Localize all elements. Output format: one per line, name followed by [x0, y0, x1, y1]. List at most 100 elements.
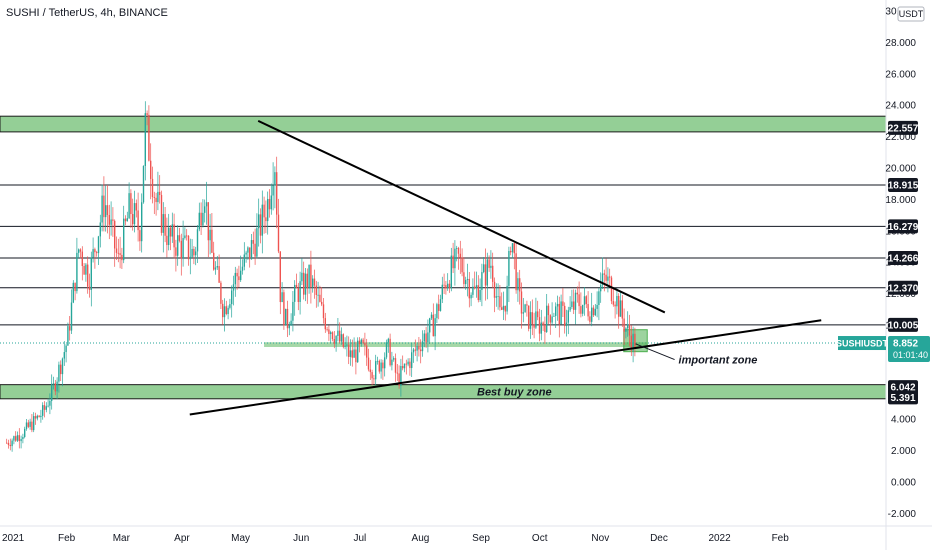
candle	[166, 235, 168, 246]
candle	[607, 276, 609, 281]
candle	[288, 325, 290, 329]
current-price-value: 8.852	[893, 339, 918, 350]
level-label-2: 14.266	[888, 254, 919, 265]
y-tick-label: 4.000	[891, 415, 916, 426]
candle	[355, 349, 357, 363]
y-tick-label: 24.000	[885, 101, 916, 112]
candle	[546, 305, 548, 332]
candle	[274, 172, 276, 186]
candle	[202, 212, 204, 226]
candle	[171, 224, 173, 237]
candle	[34, 416, 37, 419]
candle	[81, 251, 83, 266]
candle	[150, 160, 152, 179]
candle	[7, 442, 10, 445]
candle	[319, 294, 321, 302]
candle	[524, 304, 526, 313]
candle	[146, 113, 148, 115]
candle	[420, 349, 422, 352]
candle	[99, 222, 101, 237]
time-axis[interactable]: 2021 Feb Mar Apr May Jun Jul Aug Sep Oct Nov Dec 202…	[2, 533, 789, 544]
candle	[501, 307, 503, 310]
candle	[15, 436, 17, 441]
candle	[200, 212, 202, 226]
candle	[393, 358, 395, 360]
important-zone-pointer	[635, 343, 675, 361]
candle	[308, 264, 310, 289]
zone-buy-top-label: 6.042	[890, 383, 915, 394]
candle	[429, 318, 431, 333]
candle	[353, 349, 355, 358]
candle	[486, 259, 488, 286]
candle	[189, 256, 191, 260]
candle	[387, 338, 389, 343]
x-tick-label: Dec	[650, 533, 668, 544]
candle	[603, 273, 605, 275]
candle	[250, 240, 253, 260]
candle	[441, 284, 443, 300]
candle	[321, 301, 323, 305]
candle	[360, 339, 362, 344]
candle	[283, 292, 285, 326]
candle	[157, 191, 159, 203]
level-label-1: 16.279	[888, 222, 919, 233]
candle	[178, 235, 181, 241]
candle	[439, 299, 442, 311]
zone-top-label-bg	[888, 120, 918, 135]
candle	[551, 316, 553, 323]
chart-title: SUSHI / TetherUS, 4h, BINANCE	[6, 7, 168, 19]
candle	[492, 265, 494, 282]
candle	[384, 357, 386, 369]
candle	[130, 193, 132, 215]
candle	[461, 257, 463, 273]
candle	[394, 358, 397, 373]
candle	[265, 217, 267, 222]
candle	[74, 282, 76, 292]
candle	[506, 285, 508, 312]
candle	[445, 285, 447, 289]
candle	[193, 248, 195, 256]
candle	[391, 359, 393, 366]
candle	[612, 301, 614, 305]
candle	[101, 195, 103, 223]
currency-button[interactable]	[897, 6, 925, 22]
candle	[376, 360, 379, 362]
candle	[9, 444, 11, 447]
candle	[619, 300, 622, 317]
level-label-4-bg	[888, 317, 918, 332]
candle	[61, 358, 64, 375]
symbol-badge-bg	[838, 336, 886, 351]
candle	[144, 113, 146, 166]
candle	[268, 198, 271, 210]
candle	[18, 435, 20, 442]
candle	[623, 318, 625, 332]
candle	[60, 364, 62, 375]
candle	[295, 284, 298, 289]
candle	[115, 248, 118, 253]
candle	[87, 264, 89, 287]
candle	[493, 281, 496, 298]
candle	[79, 249, 82, 252]
candle	[598, 291, 600, 305]
candle	[351, 350, 353, 358]
candle	[362, 339, 364, 343]
candle	[522, 312, 524, 314]
candle	[153, 196, 155, 198]
candle	[272, 185, 274, 196]
candle	[416, 346, 418, 351]
candle	[310, 264, 312, 287]
candle	[632, 333, 634, 351]
candle	[155, 197, 157, 203]
candle	[346, 344, 348, 346]
candle	[114, 220, 116, 249]
candle	[173, 224, 175, 248]
candle	[592, 307, 595, 316]
candle	[92, 249, 94, 258]
candle	[628, 324, 631, 336]
candles-layer	[6, 101, 636, 452]
candle	[168, 227, 170, 246]
candle	[31, 421, 33, 431]
candle	[576, 292, 578, 295]
candle	[105, 205, 107, 218]
